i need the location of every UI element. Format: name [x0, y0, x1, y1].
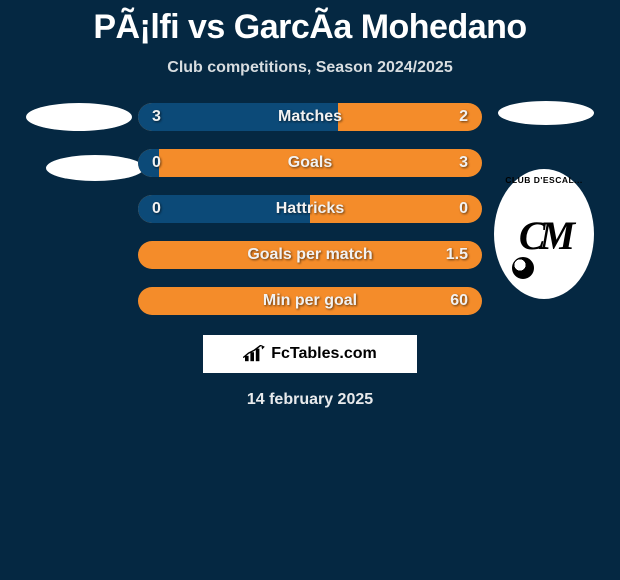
chart-icon: [243, 345, 265, 363]
left-logo-shape-1: [26, 103, 132, 131]
stat-right-value: 60: [450, 292, 468, 310]
page-title: PÃ¡lfi vs GarcÃ­a Mohedano: [93, 8, 526, 47]
stat-label: Matches: [278, 108, 342, 126]
stat-right-value: 2: [459, 108, 468, 126]
stat-row: 0 Goals 3: [138, 149, 482, 177]
left-logo-shape-2: [46, 155, 144, 181]
left-team-logo-col: [18, 103, 138, 315]
right-logo-ellipse: [498, 101, 594, 125]
shield-arc-text: CLUB D'ESCAL...: [505, 175, 583, 185]
stat-label: Goals: [288, 154, 332, 172]
stat-label: Goals per match: [247, 246, 372, 264]
stat-row: 0 Hattricks 0: [138, 195, 482, 223]
stat-right-value: 0: [459, 200, 468, 218]
stat-left-value: 0: [152, 200, 161, 218]
right-team-logo-col: CLUB D'ESCAL... CM: [482, 103, 602, 315]
comparison-panel: 3 Matches 2 0 Goals 3 0 Hattricks 0 Goals per mat…: [0, 103, 620, 315]
stat-left-value: 0: [152, 154, 161, 172]
stat-left-value: 3: [152, 108, 161, 126]
right-team-shield: CLUB D'ESCAL... CM: [494, 169, 594, 299]
page-subtitle: Club competitions, Season 2024/2025: [167, 59, 452, 77]
shield-letters: CM: [519, 212, 569, 259]
stat-label: Min per goal: [263, 292, 357, 310]
soccer-ball-icon: [512, 257, 534, 279]
source-label: FcTables.com: [271, 345, 377, 363]
date-label: 14 february 2025: [247, 391, 373, 409]
stat-right-value: 1.5: [446, 246, 468, 264]
stat-row: Goals per match 1.5: [138, 241, 482, 269]
stat-label: Hattricks: [276, 200, 344, 218]
source-badge[interactable]: FcTables.com: [203, 335, 417, 373]
stats-list: 3 Matches 2 0 Goals 3 0 Hattricks 0 Goals per mat…: [138, 103, 482, 315]
stat-row: 3 Matches 2: [138, 103, 482, 131]
stat-right-value: 3: [459, 154, 468, 172]
stat-row: Min per goal 60: [138, 287, 482, 315]
